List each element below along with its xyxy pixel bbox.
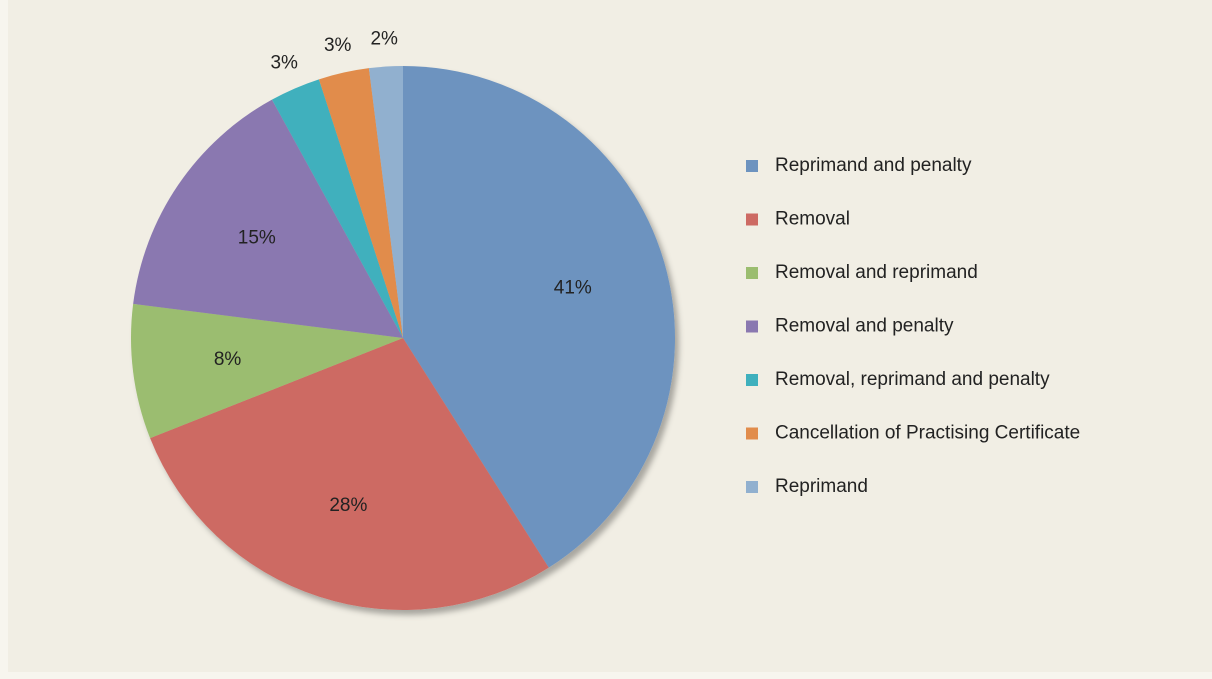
pie-slice [403, 66, 675, 568]
legend-swatch [746, 160, 758, 172]
legend-label: Removal and penalty [775, 316, 954, 337]
legend-label: Cancellation of Practising Certificate [775, 423, 1080, 444]
pie [131, 66, 675, 610]
pie-slice [131, 303, 404, 439]
pie-slice [271, 79, 403, 339]
legend-swatch [746, 481, 758, 493]
legend-swatch [746, 213, 758, 226]
legend-label: Reprimand [775, 476, 868, 497]
legend-swatch [746, 320, 758, 333]
slice-label: 8% [214, 349, 242, 370]
legend-swatch [746, 374, 758, 386]
pie-slice [133, 99, 403, 338]
pie-slice [368, 66, 403, 338]
legend-label: Removal [775, 209, 850, 230]
pie-slice [318, 68, 403, 338]
slice-label: 41% [554, 278, 592, 299]
slice-label: 28% [329, 495, 367, 516]
legend-label: Removal, reprimand and penalty [775, 369, 1050, 390]
slice-label: 15% [238, 228, 276, 249]
slice-label: 3% [324, 35, 352, 56]
slice-label: 2% [370, 28, 398, 49]
slice-label: 3% [270, 52, 298, 73]
legend-swatch [746, 427, 758, 440]
legend-swatch [746, 267, 758, 279]
legend-label: Removal and reprimand [775, 262, 978, 283]
pie-slice [150, 338, 549, 610]
legend-label: Reprimand and penalty [775, 155, 972, 176]
